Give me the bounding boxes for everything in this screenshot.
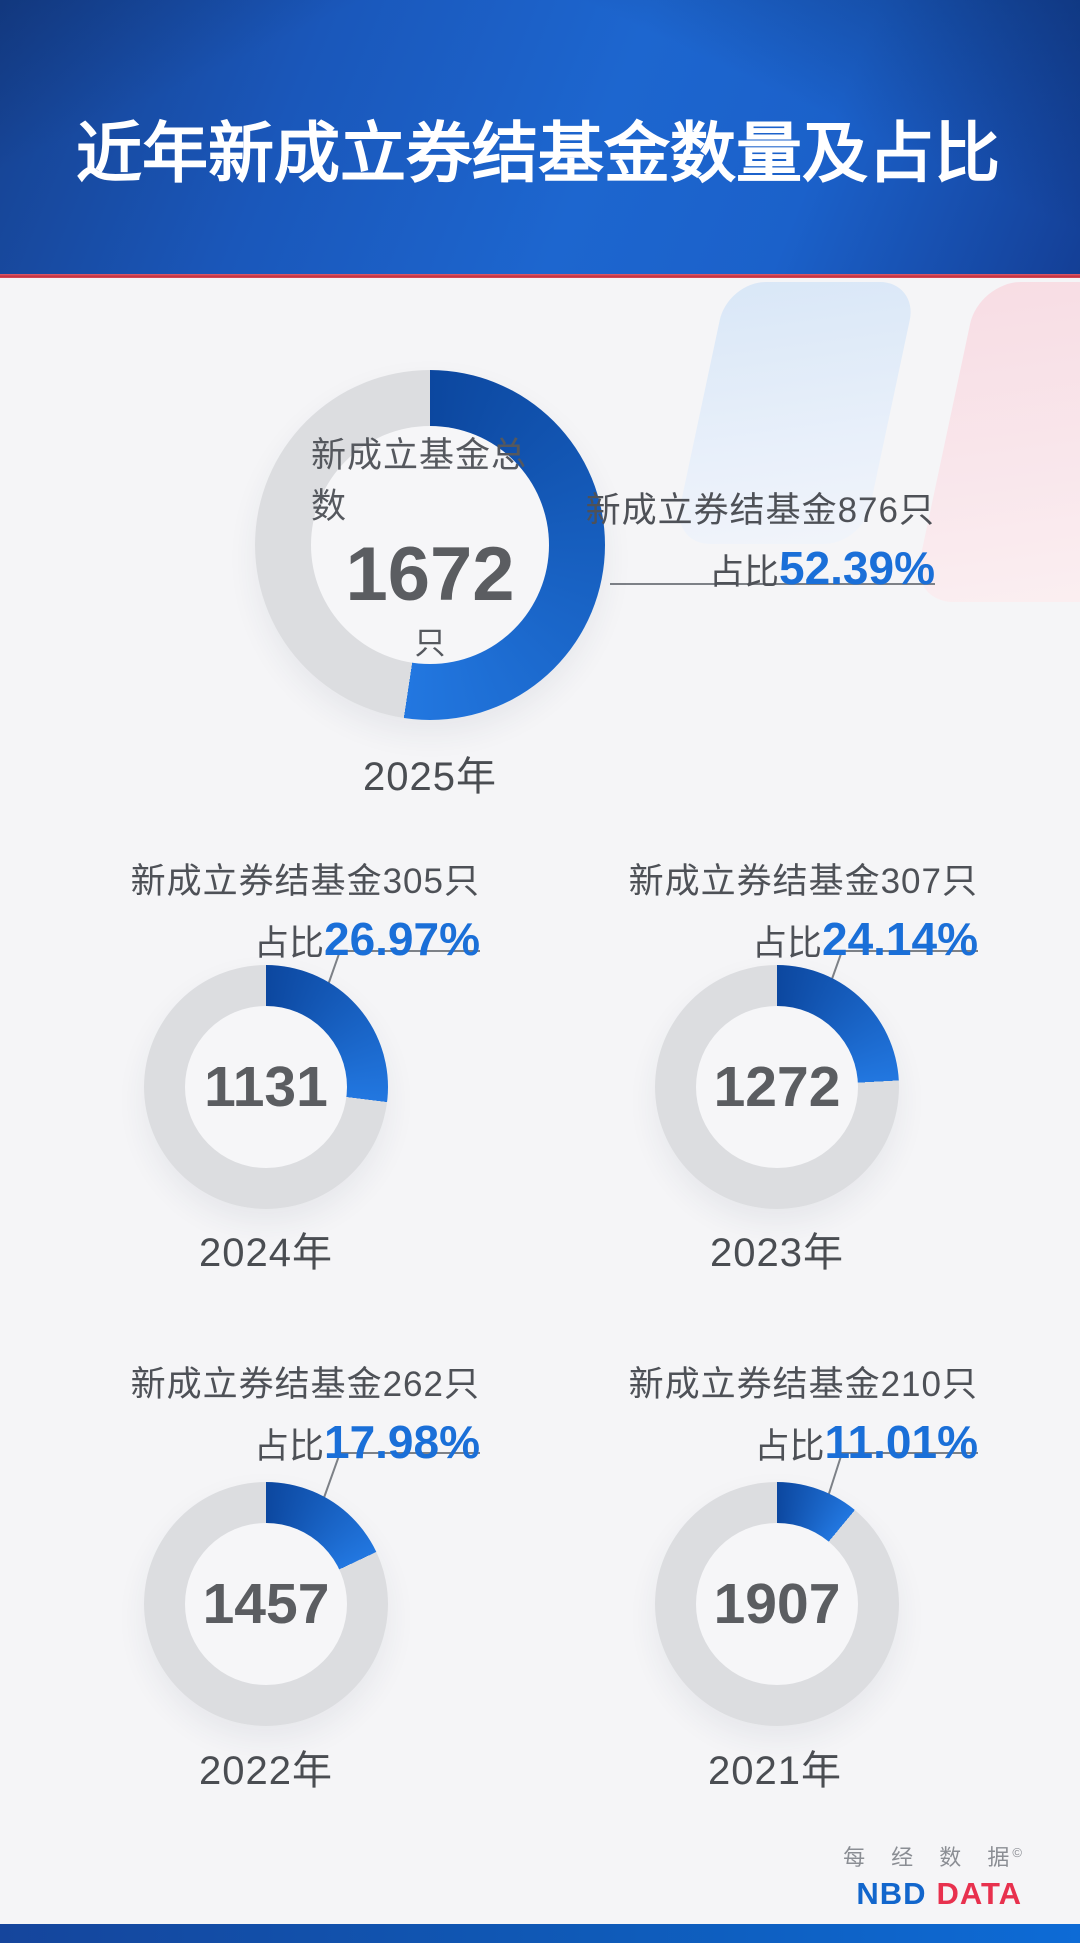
callout-2021-count: 新成立券结基金210只 — [628, 1365, 978, 1404]
donut-2022-hole: 1457 — [185, 1523, 347, 1685]
donut-2021-center-total: 1907 — [713, 1572, 841, 1636]
donut-2021-hole: 1907 — [696, 1523, 858, 1685]
callout-2023: 新成立券结基金307只 占比24.14% — [629, 853, 978, 966]
donut-chart-2021: 1907 — [655, 1482, 899, 1726]
callout-2024: 新成立券结基金305只 占比26.97% — [131, 853, 480, 966]
donut-chart-2025: 新成立基金总数 1672 只 — [255, 370, 605, 720]
callout-2023-pct-value: 24.14% — [821, 913, 978, 965]
callout-2022-pct-value: 17.98% — [323, 1416, 480, 1468]
donut-2025-hole: 新成立基金总数 1672 只 — [311, 426, 549, 664]
page-title: 近年新成立券结基金数量及占比 — [76, 116, 1000, 190]
callout-2024-pct-value: 26.97% — [323, 913, 480, 965]
callout-2025-count: 新成立券结基金876只 — [585, 491, 935, 530]
year-label-2021: 2021年 — [708, 1749, 842, 1793]
header-banner — [0, 0, 1080, 274]
callout-2021-pct-value: 11.01% — [824, 1416, 978, 1468]
year-label-2023: 2023年 — [710, 1231, 844, 1275]
header-divider — [0, 274, 1080, 278]
logo-nbd-text: NBD — [856, 1876, 927, 1911]
callout-2023-count: 新成立券结基金307只 — [628, 862, 978, 901]
callout-2023-share: 占比24.14% — [629, 912, 978, 966]
callout-2021-share: 占比11.01% — [629, 1415, 979, 1469]
callout-2022-share: 占比17.98% — [131, 1415, 480, 1469]
decor-pink-parallelogram — [910, 282, 1080, 602]
callout-2025: 新成立券结基金876只 占比52.39% — [586, 482, 935, 595]
nbd-data-logo: 每 经 数 据© NBD DATA — [843, 1840, 1022, 1912]
donut-chart-2022: 1457 — [144, 1482, 388, 1726]
donut-chart-2024: 1131 — [144, 965, 388, 1209]
bottom-blue-bar — [0, 1924, 1080, 1943]
donut-2024-center-total: 1131 — [204, 1055, 328, 1119]
copyright-icon: © — [1012, 1844, 1022, 1860]
callout-2022-pct-prefix: 占比 — [253, 1427, 324, 1466]
callout-2023-pct-prefix: 占比 — [751, 924, 822, 963]
year-label-2025: 2025年 — [363, 755, 497, 799]
callout-2024-count: 新成立券结基金305只 — [130, 862, 480, 901]
callout-2021: 新成立券结基金210只 占比11.01% — [629, 1356, 978, 1469]
donut-chart-2023: 1272 — [655, 965, 899, 1209]
callout-2022: 新成立券结基金262只 占比17.98% — [131, 1356, 480, 1469]
logo-chinese-text: 每 经 数 据 — [843, 1845, 1020, 1870]
callout-2024-pct-prefix: 占比 — [253, 924, 324, 963]
callout-2024-share: 占比26.97% — [131, 912, 480, 966]
donut-2023-hole: 1272 — [696, 1006, 858, 1168]
logo-data-text: DATA — [936, 1876, 1022, 1911]
callout-2022-count: 新成立券结基金262只 — [130, 1365, 480, 1404]
year-label-2024: 2024年 — [199, 1231, 333, 1275]
logo-english-line: NBD DATA — [843, 1876, 1022, 1912]
callout-2025-pct-prefix: 占比 — [708, 553, 779, 592]
donut-2025-center-unit: 只 — [414, 626, 446, 662]
callout-2025-pct-value: 52.39% — [778, 542, 935, 594]
callout-2025-share: 占比52.39% — [586, 541, 935, 595]
donut-2025-center-total: 1672 — [345, 531, 515, 617]
callout-2021-pct-prefix: 占比 — [754, 1427, 825, 1466]
donut-2025-center-label: 新成立基金总数 — [311, 435, 528, 526]
donut-2024-hole: 1131 — [185, 1006, 347, 1168]
donut-2022-center-total: 1457 — [202, 1572, 330, 1636]
year-label-2022: 2022年 — [199, 1749, 333, 1793]
logo-chinese-line: 每 经 数 据© — [843, 1840, 1022, 1872]
donut-2023-center-total: 1272 — [713, 1055, 841, 1119]
